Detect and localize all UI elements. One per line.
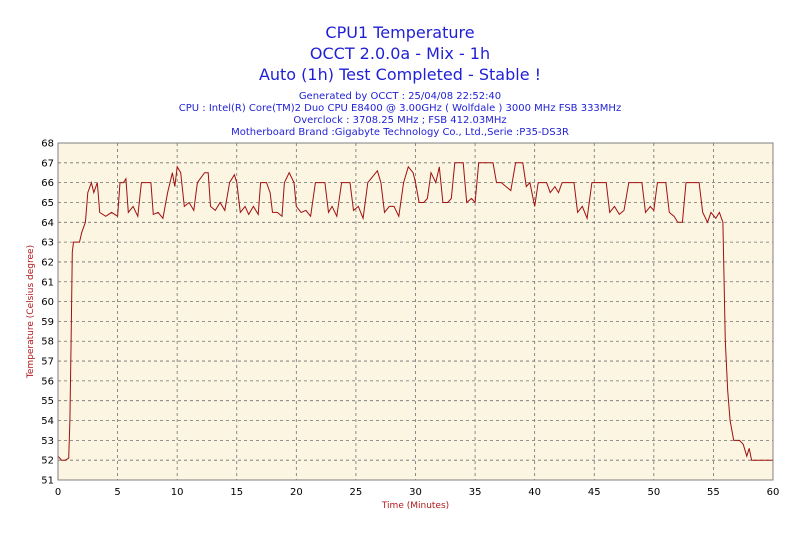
x-tick-label: 5 (114, 487, 120, 498)
y-tick-label: 57 (41, 357, 54, 368)
y-tick-label: 61 (41, 277, 54, 288)
y-tick-label: 63 (41, 238, 54, 249)
y-tick-label: 58 (41, 337, 54, 348)
x-tick-label: 55 (707, 487, 720, 498)
y-tick-label: 67 (41, 158, 54, 169)
y-tick-label: 64 (41, 218, 54, 229)
y-tick-label: 66 (41, 178, 54, 189)
info-overclock: Overclock : 3708.25 MHz ; FSB 412.03MHz (293, 115, 507, 126)
x-tick-label: 35 (469, 487, 482, 498)
chart-subtitle-test: OCCT 2.0.0a - Mix - 1h (309, 44, 491, 63)
x-tick-label: 25 (350, 487, 363, 498)
x-tick-label: 40 (528, 487, 541, 498)
y-tick-label: 60 (41, 297, 54, 308)
chart-subtitle-status: Auto (1h) Test Completed - Stable ! (258, 65, 542, 84)
x-tick-label: 50 (647, 487, 660, 498)
y-tick-label: 52 (41, 456, 54, 467)
chart-title: CPU1 Temperature (325, 23, 475, 42)
y-axis-label: Temperature (Celsius degree) (26, 245, 36, 379)
y-tick-label: 53 (41, 436, 54, 447)
x-tick-label: 30 (409, 487, 422, 498)
y-tick-label: 68 (41, 139, 54, 150)
y-tick-label: 51 (41, 476, 54, 487)
x-tick-label: 45 (588, 487, 601, 498)
series-line-cpu1-temperature (57, 162, 773, 461)
y-tick-label: 65 (41, 198, 54, 209)
x-tick-label: 0 (55, 487, 61, 498)
info-cpu: CPU : Intel(R) Core(TM)2 Duo CPU E8400 @… (178, 103, 622, 114)
y-tick-label: 62 (41, 257, 54, 268)
info-motherboard: Motherboard Brand :Gigabyte Technology C… (231, 127, 569, 138)
axis-ticks: 51 52 53 54 55 56 57 58 59 60 61 62 63 64 65 66 67 68 0 5 10… (41, 139, 779, 499)
y-tick-label: 55 (41, 396, 54, 407)
x-tick-label: 60 (767, 487, 780, 498)
plot-border (57, 142, 774, 481)
x-tick-label: 20 (290, 487, 303, 498)
info-generated: Generated by OCCT : 25/04/08 22:52:40 (298, 91, 502, 102)
x-tick-label: 15 (230, 487, 243, 498)
y-tick-label: 59 (41, 317, 54, 328)
y-tick-label: 54 (41, 416, 54, 427)
x-tick-label: 10 (171, 487, 184, 498)
grid-lines (58, 143, 773, 480)
x-axis-label: Time (Minutes) (381, 501, 449, 511)
y-tick-label: 56 (41, 376, 54, 387)
